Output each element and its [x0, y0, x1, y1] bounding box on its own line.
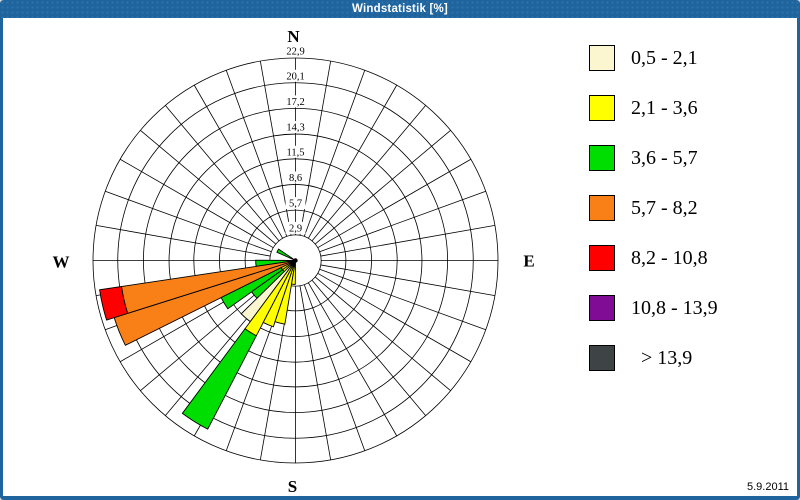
wedge-230-class-2: [250, 269, 285, 299]
wedge-203-class-1: [262, 260, 296, 328]
legend-swatch-0: [589, 45, 615, 71]
legend-item: 3,6 - 5,7: [589, 145, 718, 171]
legend-swatch-5: [589, 295, 615, 321]
window-title: Windstatistik [%]: [352, 3, 448, 15]
windrose-wedges: [99, 248, 296, 430]
ring-label-8,6: 8,6: [289, 173, 302, 184]
ring-label-5,7: 5,7: [289, 199, 302, 210]
compass-label-west: W: [53, 253, 70, 272]
legend-item: 5,7 - 8,2: [589, 195, 718, 221]
window-border-right: [797, 0, 800, 500]
legend-label: 0,5 - 2,1: [631, 46, 698, 69]
legend-label: 10,8 - 13,9: [631, 296, 718, 319]
legend-label: 5,7 - 8,2: [631, 196, 698, 219]
ring-label-11,5: 11,5: [287, 147, 305, 158]
legend-label: > 13,9: [641, 346, 693, 369]
ring-label-20,1: 20,1: [286, 71, 304, 82]
wedge-185-class-1: [291, 260, 296, 285]
legend-item: 2,1 - 3,6: [589, 95, 718, 121]
window-title-bar: Windstatistik [%]: [0, 0, 800, 18]
date-stamp: 5.9.2011: [746, 481, 789, 493]
legend-swatch-4: [589, 245, 615, 271]
ring-axis-labels: 2,9 5,7 8,6 11,5 14,3 17,2 20,1 22,9: [282, 45, 309, 234]
legend-item: > 13,9: [589, 345, 718, 371]
window-border-left: [0, 0, 3, 500]
wedge-248-class-3: [113, 260, 296, 346]
legend-item: 0,5 - 2,1: [589, 45, 718, 71]
legend-swatch-3: [589, 195, 615, 221]
legend-item: 10,8 - 13,9: [589, 295, 718, 321]
legend-label: 3,6 - 5,7: [631, 146, 698, 169]
legend-item: 8,2 - 10,8: [589, 245, 718, 271]
compass-label-south: S: [288, 477, 297, 496]
compass-label-north: N: [287, 27, 300, 46]
legend-label: 8,2 - 10,8: [631, 246, 708, 269]
window-border-bottom: [0, 496, 800, 500]
rose-center-dot: [293, 258, 298, 263]
legend-swatch-1: [589, 95, 615, 121]
legend-swatch-2: [589, 145, 615, 171]
wedge-194-class-1: [274, 260, 296, 325]
wedge-212-class-2: [181, 328, 257, 430]
wind-speed-legend: 0,5 - 2,1 2,1 - 3,6 3,6 - 5,7 5,7 - 8,2 8,2 …: [589, 45, 718, 395]
legend-label: 2,1 - 3,6: [631, 96, 698, 119]
ring-label-2,9: 2,9: [289, 223, 302, 234]
compass-label-east: E: [523, 252, 534, 271]
ring-label-17,2: 17,2: [286, 97, 304, 108]
wedge-239-class-2: [220, 266, 284, 310]
wedge-299-class-2: [276, 248, 296, 261]
ring-label-14,3: 14,3: [286, 123, 304, 134]
wedge-257-class-4: [99, 285, 129, 321]
legend-swatch-6: [589, 345, 615, 371]
ring-label-22,9: 22,9: [286, 47, 304, 58]
